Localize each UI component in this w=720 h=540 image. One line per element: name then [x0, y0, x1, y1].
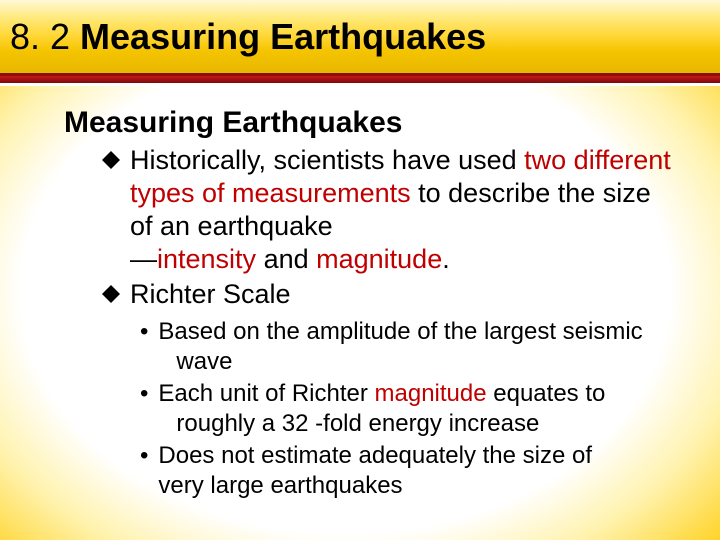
- bullet-list: Historically, scientists have used two d…: [64, 144, 680, 501]
- sub-bullet-text: Does not estimate adequately the size of…: [158, 441, 592, 501]
- sub-bullet-item: • Based on the amplitude of the largest …: [140, 317, 680, 377]
- subheading: Measuring Earthquakes: [64, 106, 680, 140]
- bullet-dot-icon: •: [140, 441, 148, 471]
- sub-bullet-list: • Based on the amplitude of the largest …: [102, 317, 680, 501]
- bullet-item: Historically, scientists have used two d…: [102, 144, 680, 276]
- sub-bullet-text: Based on the amplitude of the largest se…: [158, 317, 642, 377]
- section-number: 8. 2: [10, 16, 70, 58]
- diamond-icon: [102, 151, 120, 169]
- bullet-dot-icon: •: [140, 379, 148, 409]
- content-area: Measuring Earthquakes Historically, scie…: [0, 86, 720, 540]
- bullet-text: Richter Scale: [130, 278, 291, 311]
- sub-bullet-item: • Each unit of Richter magnitude equates…: [140, 379, 680, 439]
- bullet-dot-icon: •: [140, 317, 148, 347]
- bullet-item: Richter Scale: [102, 278, 680, 311]
- title-bar: 8. 2 Measuring Earthquakes: [0, 0, 720, 76]
- slide-title: Measuring Earthquakes: [80, 16, 486, 58]
- diamond-icon: [102, 285, 120, 303]
- sub-bullet-text: Each unit of Richter magnitude equates t…: [158, 379, 605, 439]
- bullet-text: Historically, scientists have used two d…: [130, 144, 680, 276]
- sub-bullet-item: • Does not estimate adequately the size …: [140, 441, 680, 501]
